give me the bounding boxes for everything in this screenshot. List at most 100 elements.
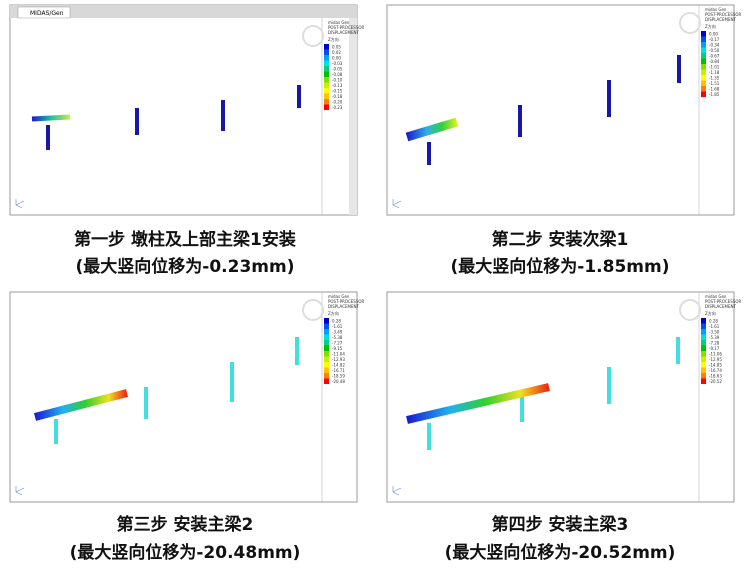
legend-swatch [701,69,706,75]
legend-label: -1.01 [709,65,720,70]
legend-label: -0.10 [332,78,343,83]
header-text: POST-PROCESSOR [705,299,742,304]
header-text: POST-PROCESSOR [328,25,365,30]
panel-frame [386,291,735,503]
tab [17,6,71,19]
axis-icon [392,199,402,209]
legend-label: -7.28 [709,341,720,346]
beam [33,389,129,421]
legend-label: -7.27 [332,341,343,346]
legend-swatch [324,55,329,61]
legend-swatch [324,93,329,99]
caption: 第一步 墩柱及上部主梁1安装 [74,229,296,250]
legend-label: 0.00 [709,32,718,37]
legend-swatch [701,356,706,362]
caption: (最大竖向位移为-1.85mm) [451,256,670,277]
panel-frame [386,4,735,216]
legend-swatch [324,356,329,362]
legend-title: Z方向 [705,310,716,316]
legend-label: -0.18 [332,94,343,99]
legend-label: -14.82 [332,363,345,368]
legend-label: -0.67 [709,54,720,59]
legend-swatch [324,378,329,384]
legend-swatch [701,334,706,340]
caption: 第三步 安装主梁2 [117,514,254,535]
logo [302,25,324,47]
legend-label: -0.17 [709,37,720,42]
legend-label: -0.23 [332,105,343,110]
legend-swatch [324,340,329,346]
legend-label: -1.51 [709,81,720,86]
header-text: midas Gen [328,20,350,25]
header-text: midas Gen [328,294,350,299]
legend-label: 0.00 [332,56,341,61]
legend-swatch [324,373,329,379]
header-text: midas Gen [705,294,727,299]
caption: (最大竖向位移为-0.23mm) [76,256,295,277]
beam [406,383,550,424]
legend-label: -1.18 [709,70,720,75]
legend-label: -0.08 [332,72,343,77]
legend-label: -16.71 [332,368,345,373]
legend-swatch [701,318,706,324]
legend-label: -3.49 [332,330,343,335]
legend-label: -0.20 [332,100,343,105]
legend-label: 0.28 [709,319,718,324]
legend-swatch [701,64,706,70]
caption: 第二步 安装次梁1 [492,229,629,250]
legend-label: -1.35 [709,76,720,81]
legend-swatch [701,340,706,346]
legend-swatch [701,91,706,97]
legend-swatch [324,88,329,94]
axis-icon [15,199,25,209]
axis-icon [392,486,402,496]
legend-label: -5.38 [332,335,343,340]
legend-swatch [324,44,329,50]
legend-swatch [324,323,329,329]
legend-swatch [324,77,329,83]
legend-label: -11.06 [709,352,722,357]
legend-label: -0.50 [709,48,720,53]
legend-swatch [324,99,329,105]
legend-swatch [324,82,329,88]
legend-swatch [701,323,706,329]
legend-label: -14.85 [709,363,722,368]
legend-swatch [701,42,706,48]
window-tab: MIDAS/Gen [30,10,64,17]
legend-label: -20.52 [709,379,722,384]
caption: 第四步 安装主梁3 [492,514,629,535]
legend-swatch [701,373,706,379]
legend-swatch [701,329,706,335]
legend-title: Z方向 [328,310,339,316]
legend-swatch [324,104,329,110]
legend-swatch [701,351,706,357]
legend-label: 0.28 [332,319,341,324]
legend-swatch [324,345,329,351]
legend-swatch [324,351,329,357]
header-text: DISPLACEMENT [705,304,736,309]
screenshot-panel: MIDAS/Gen midas GenPOST-PROCESSORDISPLACE… [9,4,365,216]
legend-swatch [324,318,329,324]
legend-label: -1.61 [709,324,720,329]
legend-label: -0.84 [709,59,720,64]
legend-label: -11.04 [332,352,345,357]
legend-label: -1.85 [709,92,720,97]
legend-swatch [701,75,706,81]
legend-label: -20.48 [332,379,345,384]
caption: (最大竖向位移为-20.48mm) [70,542,301,563]
legend-label: -18.59 [332,374,345,379]
legend-label: -0.13 [332,83,343,88]
title-bar [10,5,357,18]
legend-swatch [324,334,329,340]
legend-label: 0.05 [332,45,341,50]
legend-title: Z方向 [328,36,339,42]
header-text: POST-PROCESSOR [328,299,365,304]
header-text: DISPLACEMENT [328,304,359,309]
legend-swatch [701,47,706,53]
header-text: DISPLACEMENT [328,30,359,35]
logo [679,299,701,321]
beam [31,114,71,122]
legend-swatch [701,367,706,373]
